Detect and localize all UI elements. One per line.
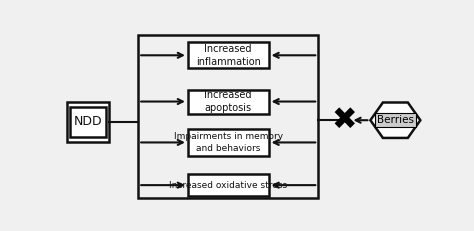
Bar (70, 107, 106, 137)
Text: NDD: NDD (73, 116, 102, 128)
Bar (188, 174, 269, 196)
Text: Increased
apoptosis: Increased apoptosis (204, 90, 252, 113)
Text: Increased oxidative stress: Increased oxidative stress (169, 181, 287, 190)
Bar (138, 35, 318, 198)
Text: Increased
inflammation: Increased inflammation (196, 44, 261, 67)
Bar (66, 102, 109, 142)
Text: ✖: ✖ (331, 106, 357, 135)
Bar (188, 90, 269, 114)
Bar (188, 129, 269, 156)
Bar (188, 43, 269, 68)
Polygon shape (370, 103, 420, 138)
Text: Berries: Berries (377, 115, 414, 125)
Text: Impairments in memory
and behaviors: Impairments in memory and behaviors (173, 132, 283, 153)
